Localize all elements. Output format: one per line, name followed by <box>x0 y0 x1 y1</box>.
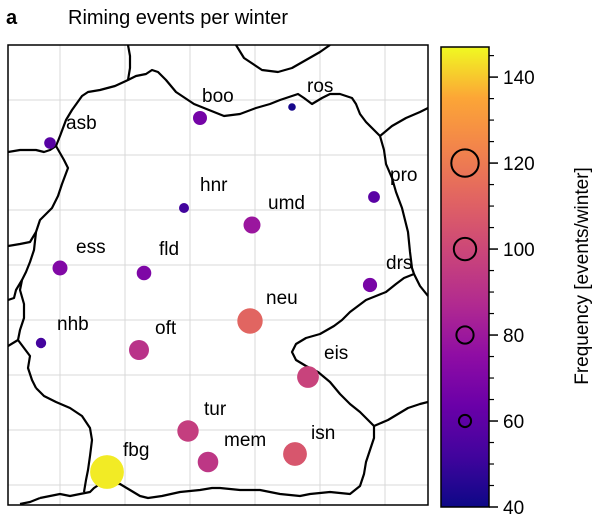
colorbar-label: Frequency [events/winter] <box>572 167 593 385</box>
station-marker-fbg <box>90 455 124 489</box>
station-marker-mem <box>197 451 219 473</box>
colorbar-size-legend <box>450 148 480 429</box>
austria-border <box>373 400 428 428</box>
station-label-pro: pro <box>390 165 417 186</box>
station-marker-oft <box>129 340 149 360</box>
station-label-ess: ess <box>76 237 106 258</box>
station-label-ros: ros <box>307 76 333 97</box>
colorbar: 40 60 80 100 120 140 Frequency [events/winter… <box>440 46 593 519</box>
station-label-tur: tur <box>204 399 227 420</box>
station-label-asb: asb <box>66 113 97 134</box>
country-borders <box>8 45 428 505</box>
station-marker-isn <box>283 442 307 466</box>
station-marker-eis <box>297 366 319 388</box>
station-label-boo: boo <box>202 86 234 107</box>
colorbar-ticks: 40 60 80 100 120 140 <box>489 54 535 519</box>
station-marker-drs <box>362 277 378 293</box>
poland-border <box>379 107 428 137</box>
station-label-mem: mem <box>224 430 266 451</box>
station-label-nhb: nhb <box>57 314 89 335</box>
colorbar-tick-label: 100 <box>503 240 535 261</box>
stations-layer <box>35 103 380 489</box>
station-label-fld: fld <box>159 239 179 260</box>
station-marker-boo <box>193 111 207 125</box>
station-marker-asb <box>44 137 56 149</box>
station-marker-fld <box>136 265 152 281</box>
station-marker-tur <box>177 420 199 442</box>
station-marker-neu <box>237 308 263 334</box>
france-border <box>35 387 94 493</box>
map-gridlines <box>8 45 428 505</box>
station-label-drs: drs <box>386 253 412 274</box>
station-label-umd: umd <box>268 193 305 214</box>
size-legend-circle <box>450 148 480 178</box>
size-legend-circle <box>455 325 475 345</box>
station-label-hnr: hnr <box>200 175 228 196</box>
station-label-oft: oft <box>155 318 177 339</box>
colorbar-tick-label: 40 <box>503 498 524 519</box>
benelux-border <box>8 231 38 302</box>
station-marker-ess <box>52 260 68 276</box>
lux-border <box>8 339 19 347</box>
station-marker-hnr <box>179 203 189 213</box>
western-border <box>8 145 57 154</box>
station-label-fbg: fbg <box>123 440 149 461</box>
station-label-eis: eis <box>324 343 348 364</box>
size-legend-circle <box>457 413 473 429</box>
czech-border <box>413 273 428 297</box>
map-area: ros boo asb pro hnr umd ess fld drs neu nhb oft eis t… <box>8 45 428 505</box>
swiss-border <box>19 496 41 505</box>
denmark-border <box>126 45 132 81</box>
station-marker-ros <box>288 103 296 111</box>
map-title: Riming events per winter <box>68 7 288 29</box>
station-labels-layer: ros boo asb pro hnr umd ess fld drs neu nhb oft eis t… <box>57 76 417 461</box>
colorbar-tick-label: 60 <box>503 412 524 433</box>
map-frame <box>7 44 429 506</box>
station-marker-umd <box>243 216 261 234</box>
colorbar-tick-label: 80 <box>503 326 524 347</box>
baltic-coast <box>235 45 331 74</box>
colorbar-tick-label: 120 <box>503 154 535 175</box>
germany-border <box>39 68 416 500</box>
map-background <box>8 45 428 505</box>
colorbar-tick-label: 140 <box>503 68 535 89</box>
panel-label: a <box>6 7 18 29</box>
west-border-segment <box>8 145 70 248</box>
station-marker-nhb <box>35 337 47 349</box>
size-legend-circle <box>452 236 478 262</box>
colorbar-gradient <box>440 46 490 508</box>
station-label-isn: isn <box>311 423 335 444</box>
station-label-neu: neu <box>266 288 298 309</box>
station-marker-pro <box>368 191 380 203</box>
